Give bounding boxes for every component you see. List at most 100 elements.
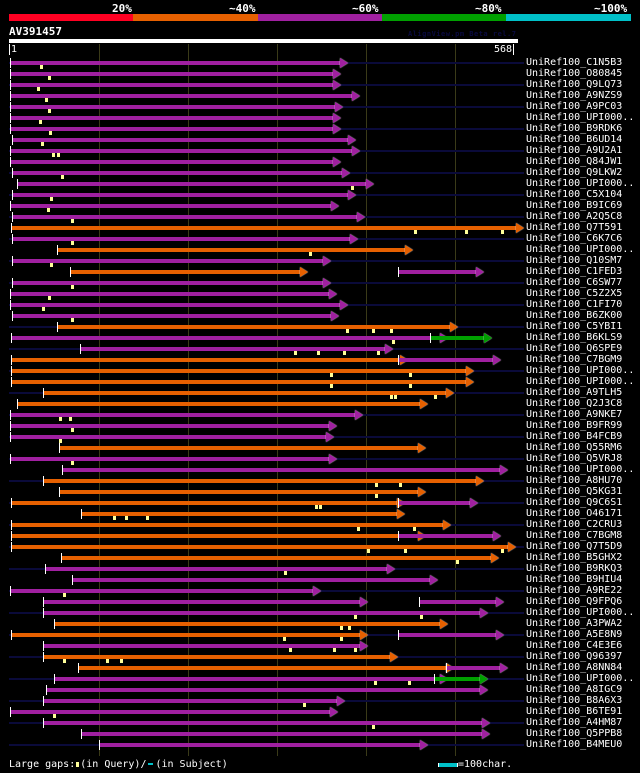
hit-row[interactable]: UniRef100_A8HU70 bbox=[0, 475, 640, 487]
hit-label[interactable]: UniRef100_A9RE22 bbox=[526, 585, 623, 596]
hit-row[interactable]: UniRef100_UPI000.. bbox=[0, 244, 640, 256]
hit-row[interactable]: UniRef100_Q6SPE9 bbox=[0, 343, 640, 355]
hit-label[interactable]: UniRef100_Q96397 bbox=[526, 651, 623, 662]
hit-row[interactable]: UniRef100_B9HIU4 bbox=[0, 574, 640, 586]
hit-label[interactable]: UniRef100_UPI000.. bbox=[526, 365, 635, 376]
hit-row[interactable]: UniRef100_B6ZK00 bbox=[0, 310, 640, 322]
hit-row[interactable]: UniRef100_A8NN84 bbox=[0, 662, 640, 674]
hit-label[interactable]: UniRef100_Q9LQ73 bbox=[526, 79, 623, 90]
hit-label[interactable]: UniRef100_UPI000.. bbox=[526, 673, 635, 684]
hit-label[interactable]: UniRef100_B9RDK6 bbox=[526, 123, 623, 134]
hit-label[interactable]: UniRef100_A4HM87 bbox=[526, 717, 623, 728]
hit-row[interactable]: UniRef100_UPI000.. bbox=[0, 464, 640, 476]
hit-row[interactable]: UniRef100_Q5VRJ8 bbox=[0, 453, 640, 465]
hit-row[interactable]: UniRef100_Q2J3C8 bbox=[0, 398, 640, 410]
hit-row[interactable]: UniRef100_UPI000.. bbox=[0, 376, 640, 388]
hit-label[interactable]: UniRef100_Q7T591 bbox=[526, 222, 623, 233]
hit-row[interactable]: UniRef100_B5GHX2 bbox=[0, 552, 640, 564]
hit-row[interactable]: UniRef100_Q5PPB8 bbox=[0, 728, 640, 740]
hit-label[interactable]: UniRef100_Q9FPQ6 bbox=[526, 596, 623, 607]
hit-row[interactable]: UniRef100_B4FCB9 bbox=[0, 431, 640, 443]
hit-label[interactable]: UniRef100_C5YBI1 bbox=[526, 321, 623, 332]
hit-row[interactable]: UniRef100_A9NZS9 bbox=[0, 90, 640, 102]
hit-row[interactable]: UniRef100_A8IGC9 bbox=[0, 684, 640, 696]
hit-row[interactable]: UniRef100_UPI000.. bbox=[0, 673, 640, 685]
hit-row[interactable]: UniRef100_A5E8N9 bbox=[0, 629, 640, 641]
hit-row[interactable]: UniRef100_Q7T591 bbox=[0, 222, 640, 234]
hit-label[interactable]: UniRef100_A5E8N9 bbox=[526, 629, 623, 640]
hit-row[interactable]: UniRef100_A9PC03 bbox=[0, 101, 640, 113]
hit-row[interactable]: UniRef100_C1FI70 bbox=[0, 299, 640, 311]
hit-row[interactable]: UniRef100_B9IC69 bbox=[0, 200, 640, 212]
hit-label[interactable]: UniRef100_C7BGM8 bbox=[526, 530, 623, 541]
hit-label[interactable]: UniRef100_A9NZS9 bbox=[526, 90, 623, 101]
hit-label[interactable]: UniRef100_Q6SPE9 bbox=[526, 343, 623, 354]
hit-row[interactable]: UniRef100_A9U2A1 bbox=[0, 145, 640, 157]
hit-row[interactable]: UniRef100_UPI000.. bbox=[0, 607, 640, 619]
hit-label[interactable]: UniRef100_UPI000.. bbox=[526, 112, 635, 123]
hit-label[interactable]: UniRef100_Q5VRJ8 bbox=[526, 453, 623, 464]
hit-label[interactable]: UniRef100_Q5KG31 bbox=[526, 486, 623, 497]
hit-label[interactable]: UniRef100_Q2J3C8 bbox=[526, 398, 623, 409]
hit-row[interactable]: UniRef100_Q9LKW2 bbox=[0, 167, 640, 179]
hit-row[interactable]: UniRef100_C2CRU3 bbox=[0, 519, 640, 531]
hit-label[interactable]: UniRef100_C1FI70 bbox=[526, 299, 623, 310]
hit-label[interactable]: UniRef100_A9U2A1 bbox=[526, 145, 623, 156]
hit-label[interactable]: UniRef100_B9IC69 bbox=[526, 200, 623, 211]
hit-label[interactable]: UniRef100_C1N5B3 bbox=[526, 57, 623, 68]
hit-label[interactable]: UniRef100_Q9C6S1 bbox=[526, 497, 623, 508]
hit-label[interactable]: UniRef100_O46171 bbox=[526, 508, 623, 519]
hit-row[interactable]: UniRef100_B4MEU0 bbox=[0, 739, 640, 751]
hit-row[interactable]: UniRef100_C1FED3 bbox=[0, 266, 640, 278]
hit-label[interactable]: UniRef100_UPI000.. bbox=[526, 607, 635, 618]
hit-label[interactable]: UniRef100_C1FED3 bbox=[526, 266, 623, 277]
hit-label[interactable]: UniRef100_Q9LKW2 bbox=[526, 167, 623, 178]
hit-row[interactable]: UniRef100_UPI000.. bbox=[0, 112, 640, 124]
hit-row[interactable]: UniRef100_O80845 bbox=[0, 68, 640, 80]
hit-row[interactable]: UniRef100_Q10SM7 bbox=[0, 255, 640, 267]
hit-label[interactable]: UniRef100_A9PC03 bbox=[526, 101, 623, 112]
hit-label[interactable]: UniRef100_C6SW77 bbox=[526, 277, 623, 288]
hit-label[interactable]: UniRef100_B6TE91 bbox=[526, 706, 623, 717]
hit-label[interactable]: UniRef100_Q5PPB8 bbox=[526, 728, 623, 739]
hit-label[interactable]: UniRef100_B9FR99 bbox=[526, 420, 623, 431]
hit-label[interactable]: UniRef100_C4E3E6 bbox=[526, 640, 623, 651]
hit-row[interactable]: UniRef100_C4E3E6 bbox=[0, 640, 640, 652]
hit-label[interactable]: UniRef100_UPI000.. bbox=[526, 178, 635, 189]
hit-row[interactable]: UniRef100_Q9FPQ6 bbox=[0, 596, 640, 608]
hit-row[interactable]: UniRef100_C7BGM9 bbox=[0, 354, 640, 366]
hit-label[interactable]: UniRef100_Q55RM6 bbox=[526, 442, 623, 453]
hit-row[interactable]: UniRef100_C5X104 bbox=[0, 189, 640, 201]
hit-row[interactable]: UniRef100_A4HM87 bbox=[0, 717, 640, 729]
hit-row[interactable]: UniRef100_A9RE22 bbox=[0, 585, 640, 597]
hit-label[interactable]: UniRef100_Q7T5D9 bbox=[526, 541, 623, 552]
hit-label[interactable]: UniRef100_C7BGM9 bbox=[526, 354, 623, 365]
hit-row[interactable]: UniRef100_A3PWA2 bbox=[0, 618, 640, 630]
hit-label[interactable]: UniRef100_C5Z2X5 bbox=[526, 288, 623, 299]
hit-row[interactable]: UniRef100_UPI000.. bbox=[0, 365, 640, 377]
hit-row[interactable]: UniRef100_C5YBI1 bbox=[0, 321, 640, 333]
hit-row[interactable]: UniRef100_A9NKE7 bbox=[0, 409, 640, 421]
hit-row[interactable]: UniRef100_Q5KG31 bbox=[0, 486, 640, 498]
hit-row[interactable]: UniRef100_B9FR99 bbox=[0, 420, 640, 432]
hit-label[interactable]: UniRef100_UPI000.. bbox=[526, 376, 635, 387]
hit-label[interactable]: UniRef100_C2CRU3 bbox=[526, 519, 623, 530]
hit-row[interactable]: UniRef100_UPI000.. bbox=[0, 178, 640, 190]
hit-row[interactable]: UniRef100_C1N5B3 bbox=[0, 57, 640, 69]
hit-label[interactable]: UniRef100_B6ZK00 bbox=[526, 310, 623, 321]
hit-label[interactable]: UniRef100_A8IGC9 bbox=[526, 684, 623, 695]
hit-label[interactable]: UniRef100_A3PWA2 bbox=[526, 618, 623, 629]
hit-label[interactable]: UniRef100_C6K7C6 bbox=[526, 233, 623, 244]
hit-label[interactable]: UniRef100_Q10SM7 bbox=[526, 255, 623, 266]
hit-row[interactable]: UniRef100_Q9LQ73 bbox=[0, 79, 640, 91]
hit-row[interactable]: UniRef100_Q9C6S1 bbox=[0, 497, 640, 509]
hit-label[interactable]: UniRef100_A8NN84 bbox=[526, 662, 623, 673]
hit-label[interactable]: UniRef100_UPI000.. bbox=[526, 244, 635, 255]
hit-label[interactable]: UniRef100_B4MEU0 bbox=[526, 739, 623, 750]
hit-label[interactable]: UniRef100_B4FCB9 bbox=[526, 431, 623, 442]
hit-row[interactable]: UniRef100_B6UD14 bbox=[0, 134, 640, 146]
hit-row[interactable]: UniRef100_O46171 bbox=[0, 508, 640, 520]
hit-row[interactable]: UniRef100_C6SW77 bbox=[0, 277, 640, 289]
hit-label[interactable]: UniRef100_B6UD14 bbox=[526, 134, 623, 145]
hit-row[interactable]: UniRef100_B9RKQ3 bbox=[0, 563, 640, 575]
